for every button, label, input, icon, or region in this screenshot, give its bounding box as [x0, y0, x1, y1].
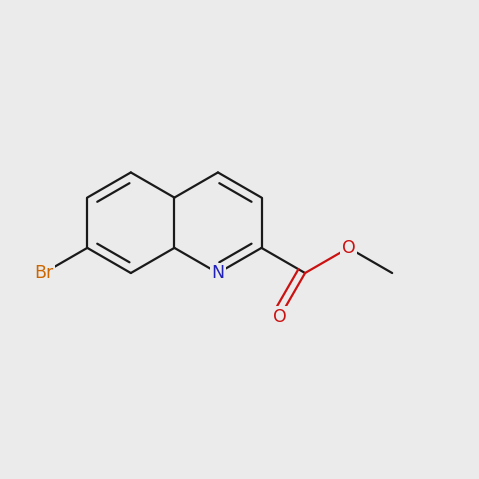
Text: O: O	[273, 308, 287, 326]
Text: O: O	[342, 239, 355, 257]
Text: N: N	[211, 264, 225, 282]
Text: Br: Br	[34, 264, 53, 282]
